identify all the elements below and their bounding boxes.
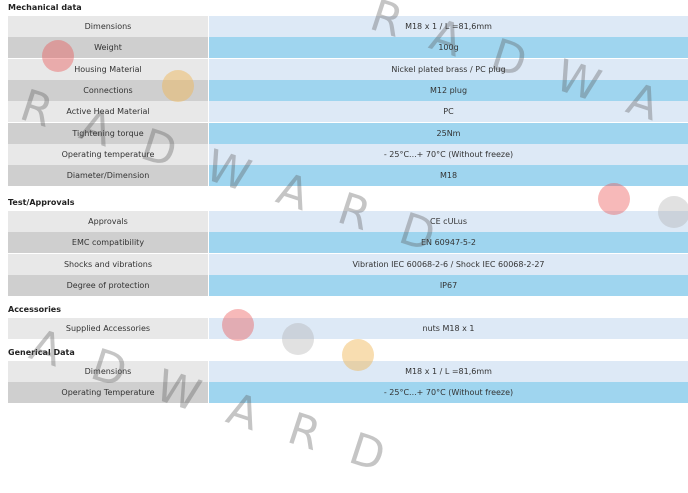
spec-value: IP67 (209, 274, 688, 296)
spec-row: Housing Material Nickel plated brass / PC… (8, 58, 688, 80)
spec-value: - 25°C...+ 70°C (Without freeze) (209, 143, 688, 165)
spec-value: 100g (209, 37, 688, 59)
spec-value: 25Nm (209, 122, 688, 144)
spec-row: Diameter/Dimension M18 (8, 165, 688, 187)
spec-row: Shocks and vibrations Vibration IEC 60068… (8, 253, 688, 275)
spec-label: Active Head Material (8, 101, 209, 123)
spec-row: Tightening torque 25Nm (8, 122, 688, 144)
spec-value: EN 60947-5-2 (209, 232, 688, 254)
spec-value: nuts M18 x 1 (209, 318, 688, 339)
spec-label: Approvals (8, 211, 209, 232)
spec-row: Weight 100g (8, 37, 688, 59)
spec-row: Dimensions M18 x 1 / L =81,6mm (8, 361, 688, 382)
spec-label: Dimensions (8, 16, 209, 37)
section-title: Accessories (8, 305, 61, 314)
spec-label: Degree of protection (8, 274, 209, 296)
spec-label: Shocks and vibrations (8, 253, 209, 275)
spec-label: EMC compatibility (8, 232, 209, 254)
spec-value: Vibration IEC 60068-2-6 / Shock IEC 6006… (209, 253, 688, 275)
spec-row: Connections M12 plug (8, 79, 688, 101)
spec-row: EMC compatibility EN 60947-5-2 (8, 232, 688, 254)
spec-label: Dimensions (8, 361, 209, 382)
spec-value: M18 x 1 / L =81,6mm (209, 361, 688, 382)
spec-row: Operating Temperature - 25°C...+ 70°C (Wi… (8, 382, 688, 404)
section-title: Test/Approvals (8, 198, 75, 207)
spec-value: M18 x 1 / L =81,6mm (209, 16, 688, 37)
spec-label: Weight (8, 37, 209, 59)
spec-value: CE cULus (209, 211, 688, 232)
spec-row: Degree of protection IP67 (8, 274, 688, 296)
spec-label: Operating temperature (8, 143, 209, 165)
spec-label: Diameter/Dimension (8, 165, 209, 187)
spec-row: Dimensions M18 x 1 / L =81,6mm (8, 16, 688, 37)
spec-value: PC (209, 101, 688, 123)
spec-label: Connections (8, 79, 209, 101)
spec-row: Active Head Material PC (8, 101, 688, 123)
spec-row: Operating temperature - 25°C...+ 70°C (Wi… (8, 143, 688, 165)
section-title: Mechanical data (8, 3, 82, 12)
spec-value: M12 plug (209, 79, 688, 101)
spec-row: Approvals CE cULus (8, 211, 688, 232)
spec-value: M18 (209, 165, 688, 187)
spec-label: Operating Temperature (8, 382, 209, 404)
spec-value: - 25°C...+ 70°C (Without freeze) (209, 382, 688, 404)
spec-label: Housing Material (8, 58, 209, 80)
spec-value: Nickel plated brass / PC plug (209, 58, 688, 80)
spec-label: Supplied Accessories (8, 318, 209, 339)
spec-label: Tightening torque (8, 122, 209, 144)
section-title: Generical Data (8, 348, 75, 357)
spec-row: Supplied Accessories nuts M18 x 1 (8, 318, 688, 339)
